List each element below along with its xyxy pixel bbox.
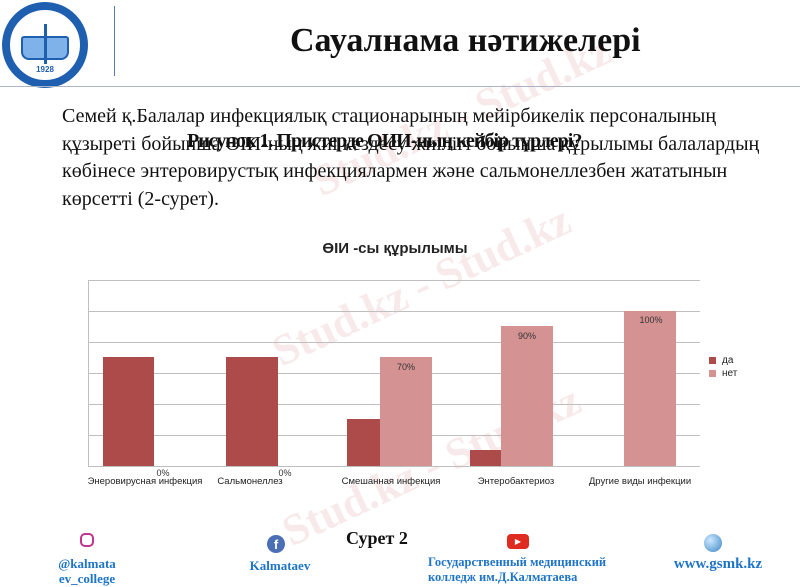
x-tick-label: Энеровирусная инфекция bbox=[87, 476, 203, 487]
legend-swatch-da bbox=[709, 357, 716, 364]
x-axis bbox=[88, 466, 700, 467]
bar-da bbox=[470, 450, 501, 466]
facebook-icon[interactable]: f bbox=[267, 535, 285, 553]
x-tick-label: Энтеробактериоз bbox=[477, 476, 555, 487]
x-tick-label: Сальмонеллез bbox=[217, 476, 283, 487]
data-label: 70% bbox=[396, 362, 415, 372]
instagram-handle[interactable]: @kalmata ev_college bbox=[52, 556, 122, 586]
bar-da bbox=[226, 357, 278, 466]
legend-label: да bbox=[722, 355, 734, 366]
bar-net bbox=[624, 311, 676, 466]
website-link[interactable]: www.gsmk.kz bbox=[673, 556, 763, 572]
legend-swatch-net bbox=[709, 370, 716, 377]
data-label: 100% bbox=[639, 315, 663, 325]
x-tick-label: Другие виды инфекции bbox=[588, 476, 692, 487]
college-logo: 1928 bbox=[2, 2, 88, 88]
youtube-channel-line1: Государственный медицинский bbox=[428, 555, 607, 569]
page-title: Сауалнама нәтижелері bbox=[290, 22, 641, 59]
legend-item-da: да bbox=[709, 354, 737, 367]
youtube-channel[interactable]: Государственный медицинский колледж им.Д… bbox=[428, 555, 628, 585]
header-divider bbox=[114, 6, 115, 76]
instagram-handle-line1: @kalmata bbox=[58, 556, 116, 571]
figure-caption: Сурет 2 bbox=[346, 528, 408, 548]
data-label: 0% bbox=[278, 468, 292, 478]
data-label: 0% bbox=[156, 468, 170, 478]
caduceus-icon bbox=[43, 24, 47, 64]
body-paragraph: Семей қ.Балалар инфекциялық стационарыны… bbox=[62, 105, 760, 210]
globe-icon[interactable] bbox=[704, 534, 722, 552]
gridline bbox=[88, 280, 700, 281]
logo-year: 1928 bbox=[36, 65, 54, 74]
legend-label: нет bbox=[722, 368, 738, 379]
facebook-link[interactable]: Kalmataev bbox=[249, 558, 311, 573]
youtube-channel-line2: колледж им.Д.Калматаева bbox=[428, 570, 578, 584]
header-rule bbox=[0, 86, 800, 87]
instagram-icon[interactable] bbox=[80, 533, 94, 547]
bar-da bbox=[347, 419, 380, 466]
overlapping-caption: Рисунок 1. Пристерде ОИИ-ның кейбір түрл… bbox=[187, 130, 582, 152]
chart-title: ӨІИ -сы құрылымы bbox=[322, 240, 468, 257]
instagram-handle-line2: ev_college bbox=[58, 571, 116, 586]
bar-da bbox=[103, 357, 154, 466]
chart-legend: да нет bbox=[709, 354, 737, 380]
data-label: 90% bbox=[517, 331, 536, 341]
x-tick-label: Смешанная инфекция bbox=[341, 476, 441, 487]
bar-net bbox=[501, 326, 553, 466]
bar-chart: ӨІИ -сы құрылымы 0% 0% 70% 90% 100% Энер… bbox=[85, 236, 800, 496]
gridline bbox=[88, 342, 700, 343]
plot-area: 0% 0% 70% 90% 100% bbox=[88, 280, 700, 478]
legend-item-net: нет bbox=[709, 367, 737, 380]
gridline bbox=[88, 311, 700, 312]
youtube-icon[interactable]: ▶ bbox=[507, 534, 529, 549]
bar-net bbox=[380, 357, 432, 466]
